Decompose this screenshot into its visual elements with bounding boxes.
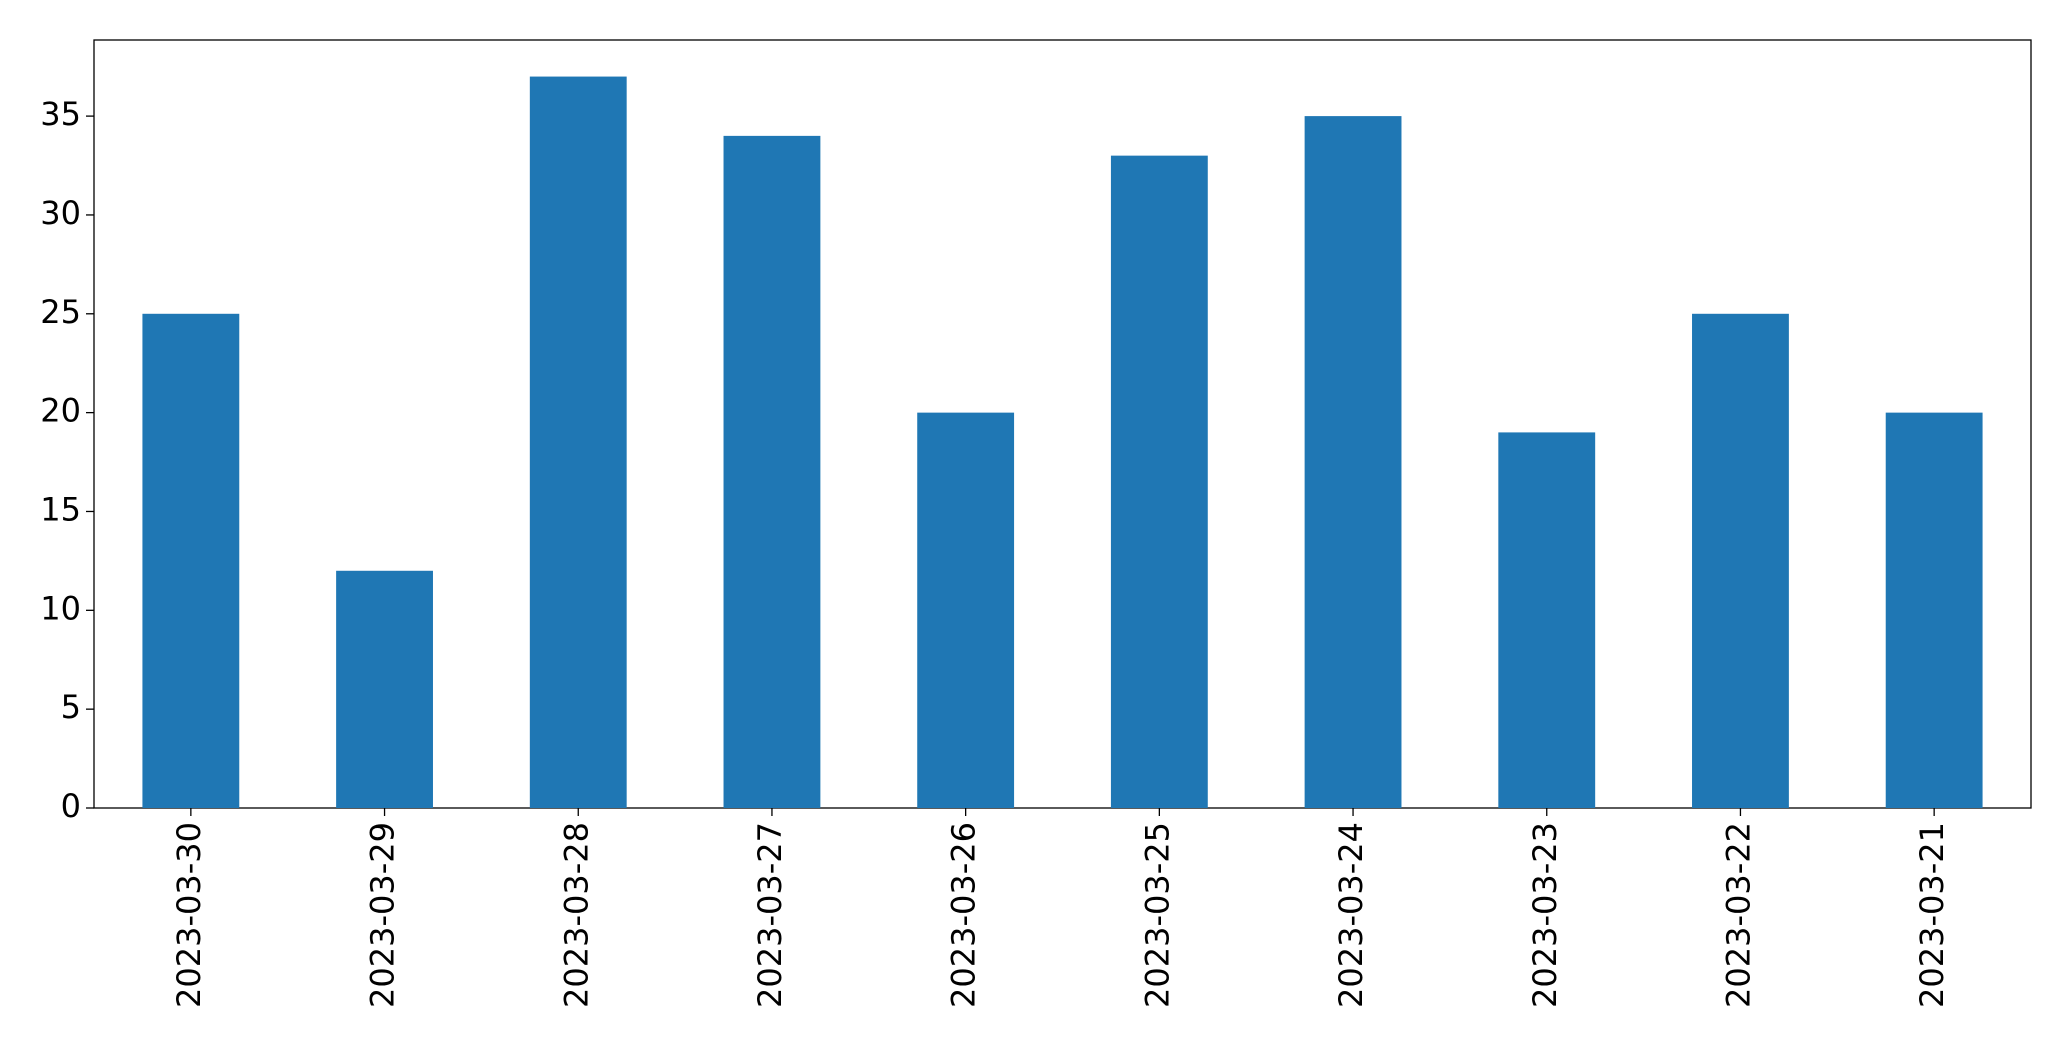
x-tick-label: 2023-03-30 xyxy=(170,822,208,1008)
x-tick-label: 2023-03-21 xyxy=(1913,822,1951,1008)
x-tick-label: 2023-03-22 xyxy=(1719,822,1757,1008)
axes-frame xyxy=(93,39,2032,809)
x-tick-label: 2023-03-29 xyxy=(364,822,402,1008)
x-tick-label: 2023-03-23 xyxy=(1526,822,1564,1008)
x-tick-label: 2023-03-25 xyxy=(1138,822,1176,1008)
y-tick-label: 5 xyxy=(61,688,81,726)
x-tick-label: 2023-03-27 xyxy=(751,822,789,1008)
bar xyxy=(142,313,240,808)
y-tick-label: 20 xyxy=(40,392,81,430)
bar xyxy=(1304,116,1402,809)
y-tick-label: 0 xyxy=(61,787,81,825)
y-tick-label: 25 xyxy=(40,293,81,331)
bar xyxy=(336,570,433,808)
y-tick-label: 30 xyxy=(40,194,81,232)
x-tick-label: 2023-03-28 xyxy=(557,822,595,1008)
bar xyxy=(1885,412,1983,808)
bar xyxy=(1110,155,1208,809)
bar xyxy=(1692,313,1789,808)
bar xyxy=(529,76,627,809)
y-tick-label: 35 xyxy=(40,95,81,133)
x-tick-label: 2023-03-24 xyxy=(1332,822,1370,1008)
x-tick-label: 2023-03-26 xyxy=(945,822,983,1008)
y-tick-label: 15 xyxy=(40,490,81,528)
bar xyxy=(723,135,821,808)
bar xyxy=(917,412,1015,808)
bar xyxy=(1498,432,1596,808)
y-tick-label: 10 xyxy=(40,589,81,627)
